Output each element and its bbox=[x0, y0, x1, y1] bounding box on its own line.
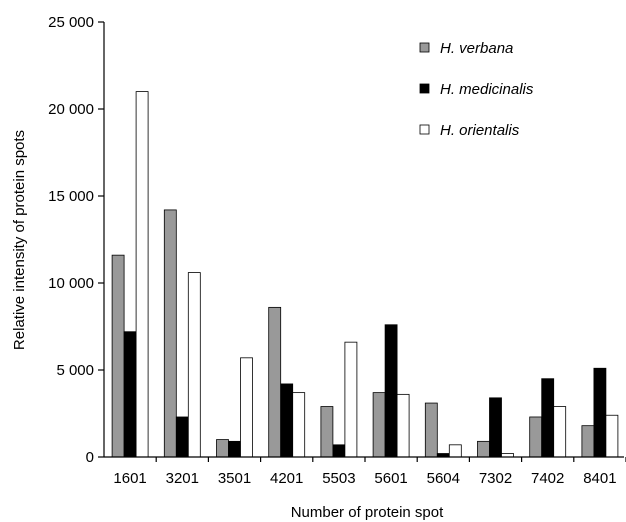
bar bbox=[228, 440, 241, 458]
legend-label: H. verbana bbox=[440, 40, 513, 57]
bar bbox=[396, 393, 410, 458]
y-axis-title: Relative intensity of protein spots bbox=[11, 130, 28, 350]
bar bbox=[135, 91, 149, 458]
bar bbox=[111, 254, 125, 458]
x-tick-label: 1601 bbox=[113, 470, 146, 487]
y-axis: 0 5 000 10 000 15 000 20 000 25 000 bbox=[48, 14, 105, 466]
bar bbox=[175, 416, 189, 458]
bar bbox=[332, 444, 346, 458]
bar bbox=[448, 444, 462, 458]
y-tick-label: 5 000 bbox=[56, 362, 94, 379]
y-tick-label: 25 000 bbox=[48, 14, 94, 31]
legend-swatch bbox=[419, 42, 430, 53]
bar bbox=[581, 425, 595, 458]
bar bbox=[424, 402, 438, 458]
legend: H. verbana H. medicinalis H. orientalis bbox=[419, 40, 534, 139]
bar bbox=[123, 331, 137, 458]
x-tick-label: 5601 bbox=[374, 470, 407, 487]
y-tick-label: 15 000 bbox=[48, 188, 94, 205]
bar bbox=[384, 324, 398, 458]
bar bbox=[163, 209, 177, 458]
y-tick-label: 0 bbox=[86, 449, 94, 466]
y-tick-label: 20 000 bbox=[48, 101, 94, 118]
bar bbox=[529, 416, 543, 458]
bar bbox=[489, 397, 502, 458]
bar bbox=[268, 306, 282, 458]
x-tick-label: 4201 bbox=[270, 470, 303, 487]
legend-swatch bbox=[419, 124, 430, 135]
x-tick-label: 3501 bbox=[218, 470, 251, 487]
bar bbox=[216, 439, 229, 458]
bar bbox=[372, 392, 386, 458]
x-tick-label: 5604 bbox=[427, 470, 460, 487]
x-tick-label: 3201 bbox=[166, 470, 199, 487]
x-axis-title: Number of protein spot bbox=[291, 504, 444, 521]
x-tick-label: 7302 bbox=[479, 470, 512, 487]
plot-area bbox=[111, 91, 619, 458]
bar bbox=[320, 406, 334, 458]
x-axis: 1601 3201 3501 4201 5503 5601 5604 7302 7402 8401 bbox=[104, 456, 626, 487]
bar bbox=[187, 272, 201, 458]
legend-swatch bbox=[419, 83, 430, 94]
bar bbox=[240, 357, 253, 458]
legend-label: H. orientalis bbox=[440, 122, 520, 139]
x-tick-label: 5503 bbox=[322, 470, 355, 487]
bar bbox=[292, 392, 306, 458]
x-tick-label: 7402 bbox=[531, 470, 564, 487]
bar bbox=[344, 341, 358, 458]
bar bbox=[593, 367, 607, 458]
bar bbox=[553, 406, 567, 458]
legend-label: H. medicinalis bbox=[440, 81, 534, 98]
bar bbox=[605, 414, 619, 458]
x-tick-label: 8401 bbox=[583, 470, 616, 487]
bar bbox=[541, 378, 555, 458]
y-tick-label: 10 000 bbox=[48, 275, 94, 292]
bar bbox=[477, 440, 490, 458]
bar bbox=[280, 383, 294, 458]
